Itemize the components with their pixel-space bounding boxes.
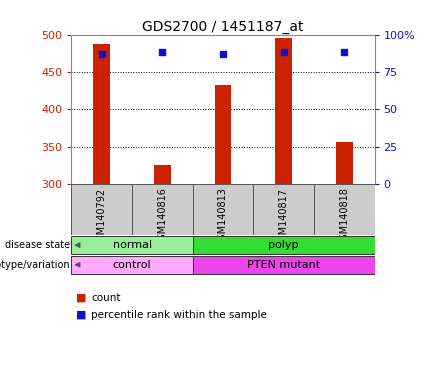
Bar	[214, 85, 232, 184]
Text: disease state: disease state	[5, 240, 70, 250]
Bar	[336, 142, 353, 184]
Bar	[275, 38, 292, 184]
Text: GSM140818: GSM140818	[339, 187, 349, 247]
Text: GSM140816: GSM140816	[157, 187, 168, 247]
Bar	[154, 165, 171, 184]
Point	[159, 50, 166, 56]
Text: normal: normal	[113, 240, 152, 250]
Bar	[314, 184, 375, 235]
Text: control: control	[113, 260, 152, 270]
Text: GSM140813: GSM140813	[218, 187, 228, 247]
Text: genotype/variation: genotype/variation	[0, 260, 70, 270]
Bar	[71, 256, 193, 274]
Bar	[71, 236, 193, 254]
Bar	[93, 43, 110, 184]
Text: GSM140817: GSM140817	[278, 187, 289, 247]
Text: PTEN mutant: PTEN mutant	[247, 260, 320, 270]
Text: polyp: polyp	[268, 240, 299, 250]
Point	[220, 51, 226, 57]
Point	[341, 50, 348, 56]
Bar	[71, 184, 132, 235]
Point	[98, 51, 105, 57]
Title: GDS2700 / 1451187_at: GDS2700 / 1451187_at	[142, 20, 304, 33]
Bar	[193, 256, 375, 274]
Point	[280, 50, 287, 56]
Bar	[132, 184, 193, 235]
Text: ■: ■	[76, 293, 86, 303]
Text: percentile rank within the sample: percentile rank within the sample	[91, 310, 267, 320]
Text: ■: ■	[76, 310, 86, 320]
Bar	[193, 184, 253, 235]
Bar	[193, 236, 375, 254]
Bar	[253, 184, 314, 235]
Text: count: count	[91, 293, 120, 303]
Text: GSM140792: GSM140792	[97, 187, 107, 247]
